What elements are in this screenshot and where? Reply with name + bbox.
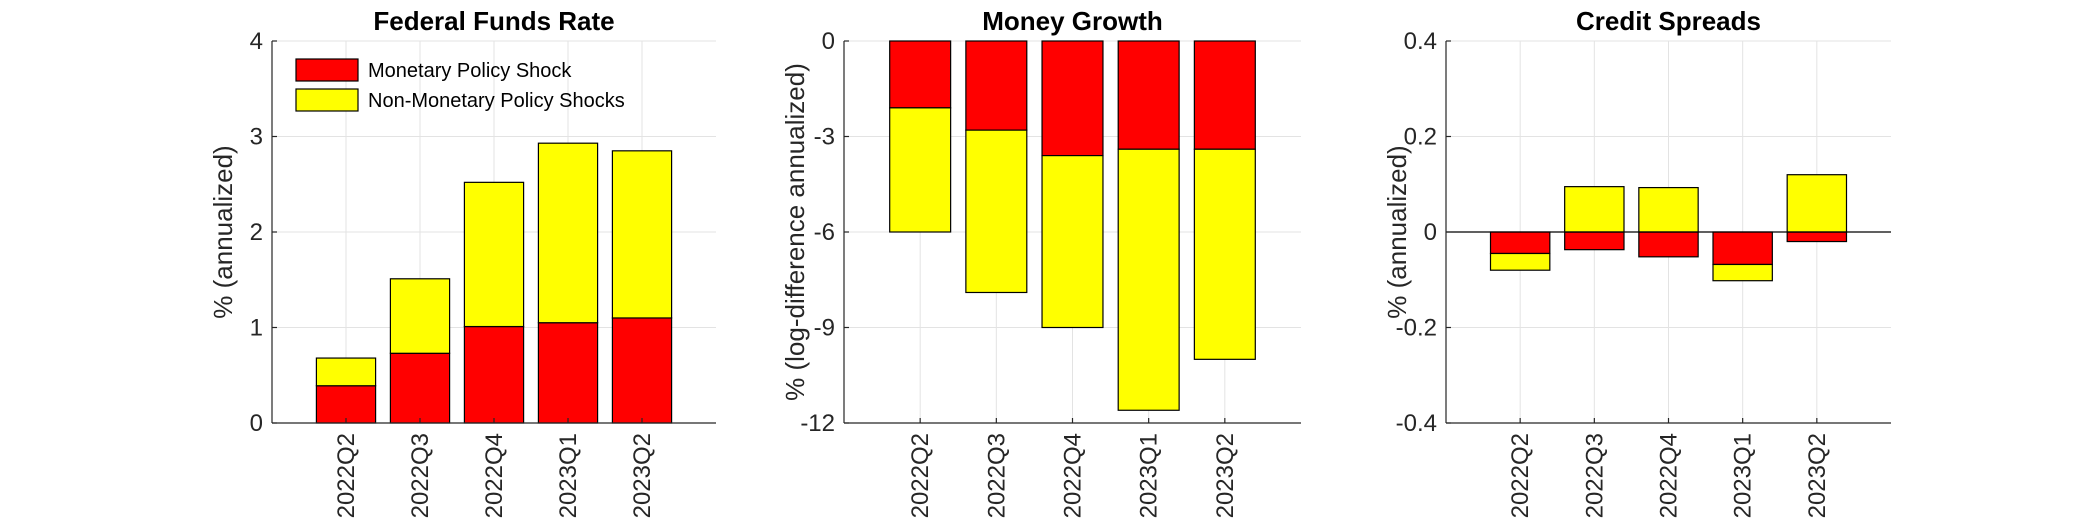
bar-monetary-2022q3 — [389, 352, 451, 424]
legend-label-non-monetary: Non-Monetary Policy Shocks — [368, 90, 625, 112]
bar-non-monetary-2023q1 — [537, 142, 599, 324]
bar-non-monetary-2023q2 — [1786, 174, 1848, 233]
y-tick-label: 0 — [1424, 219, 1437, 246]
bar-non-monetary-2023q1 — [1117, 148, 1180, 411]
x-tick-label: 2022Q3 — [983, 433, 1010, 518]
chart-title: Federal Funds Rate — [373, 6, 614, 36]
bar-monetary-2023q1 — [1712, 231, 1773, 266]
y-tick-label: 4 — [250, 28, 263, 55]
y-tick-label: 0 — [250, 410, 263, 437]
x-tick-label: 2023Q2 — [1804, 433, 1831, 518]
y-tick-label: -3 — [814, 124, 835, 151]
bar-non-monetary-2022q3 — [965, 129, 1028, 294]
bar-monetary-2023q1 — [1117, 40, 1180, 150]
bar-non-monetary-2022q4 — [463, 181, 525, 328]
x-tick-label: 2023Q1 — [1730, 433, 1757, 518]
chart-title: Money Growth — [982, 6, 1163, 36]
x-tick-label: 2022Q4 — [1656, 433, 1683, 518]
y-axis-label: % (annualized) — [208, 145, 238, 318]
x-tick-label: 2022Q2 — [333, 433, 360, 518]
legend-swatch-non-monetary — [295, 88, 359, 112]
legend: Monetary Policy Shock Non-Monetary Policy… — [295, 58, 625, 112]
y-tick-label: -12 — [800, 410, 835, 437]
x-tick-label: 2023Q2 — [1212, 433, 1239, 518]
x-tick-label: 2022Q2 — [907, 433, 934, 518]
y-tick-label: 2 — [250, 219, 263, 246]
y-tick-label: 1 — [250, 315, 263, 342]
bar-non-monetary-2022q3 — [389, 278, 451, 354]
x-tick-label: 2022Q2 — [1507, 433, 1534, 518]
y-tick-label: 0.4 — [1404, 28, 1437, 55]
chart-title: Credit Spreads — [1576, 6, 1761, 36]
bar-monetary-2022q4 — [463, 325, 525, 424]
bar-monetary-2022q2 — [1489, 231, 1551, 255]
y-axis-label: % (log-difference annualized) — [780, 63, 810, 401]
bar-monetary-2022q4 — [1638, 231, 1699, 258]
bar-monetary-2023q2 — [611, 317, 673, 424]
bar-monetary-2022q2 — [315, 385, 377, 424]
panel-credit-spreads: -0.4 -0.2 0 0.2 0.4 2022Q2 2022Q3 2022Q4 2023Q1 2… — [1382, 6, 1891, 518]
y-tick-label: 0.2 — [1404, 124, 1437, 151]
bar-monetary-2023q2 — [1786, 231, 1848, 243]
legend-label-monetary: Monetary Policy Shock — [368, 60, 572, 82]
x-tick-label: 2022Q3 — [1581, 433, 1608, 518]
y-tick-label: -6 — [814, 219, 835, 246]
y-tick-label: -0.2 — [1396, 315, 1437, 342]
x-tick-label: 2022Q3 — [407, 433, 434, 518]
bar-non-monetary-2023q2 — [611, 150, 673, 319]
y-tick-label: -0.4 — [1396, 410, 1437, 437]
x-tick-label: 2023Q1 — [555, 433, 582, 518]
y-tick-label: 0 — [822, 28, 835, 55]
x-tick-label: 2022Q4 — [481, 433, 508, 518]
panel-money-growth: -12 -9 -6 -3 0 2022Q2 2022Q3 2022Q4 2023Q1 2023Q2… — [780, 6, 1301, 518]
legend-swatch-monetary — [295, 58, 359, 82]
bar-non-monetary-2023q2 — [1193, 148, 1256, 360]
bar-monetary-2022q4 — [1041, 40, 1104, 157]
bar-non-monetary-2022q4 — [1638, 186, 1699, 233]
bar-monetary-2023q2 — [1193, 40, 1256, 150]
bar-monetary-2022q3 — [1564, 231, 1625, 251]
x-tick-label: 2023Q2 — [629, 433, 656, 518]
y-axis-label: % (annualized) — [1382, 145, 1412, 318]
bar-monetary-2022q3 — [965, 40, 1028, 131]
bar-non-monetary-2023q1 — [1712, 263, 1773, 282]
x-tick-label: 2023Q1 — [1136, 433, 1163, 518]
bar-monetary-2023q1 — [537, 322, 599, 424]
bar-non-monetary-2022q3 — [1564, 186, 1625, 233]
bar-monetary-2022q2 — [889, 40, 952, 109]
y-tick-label: 3 — [250, 124, 263, 151]
bar-non-monetary-2022q2 — [315, 357, 377, 387]
bar-non-monetary-2022q2 — [889, 107, 952, 233]
bar-non-monetary-2022q2 — [1489, 252, 1551, 271]
y-tick-label: -9 — [814, 315, 835, 342]
x-tick-label: 2022Q4 — [1060, 433, 1087, 518]
bar-non-monetary-2022q4 — [1041, 155, 1104, 329]
panel-federal-funds-rate: 0 1 2 3 4 2022Q2 2022Q3 2022Q4 2023Q1 2023Q2 Feder… — [208, 6, 716, 518]
